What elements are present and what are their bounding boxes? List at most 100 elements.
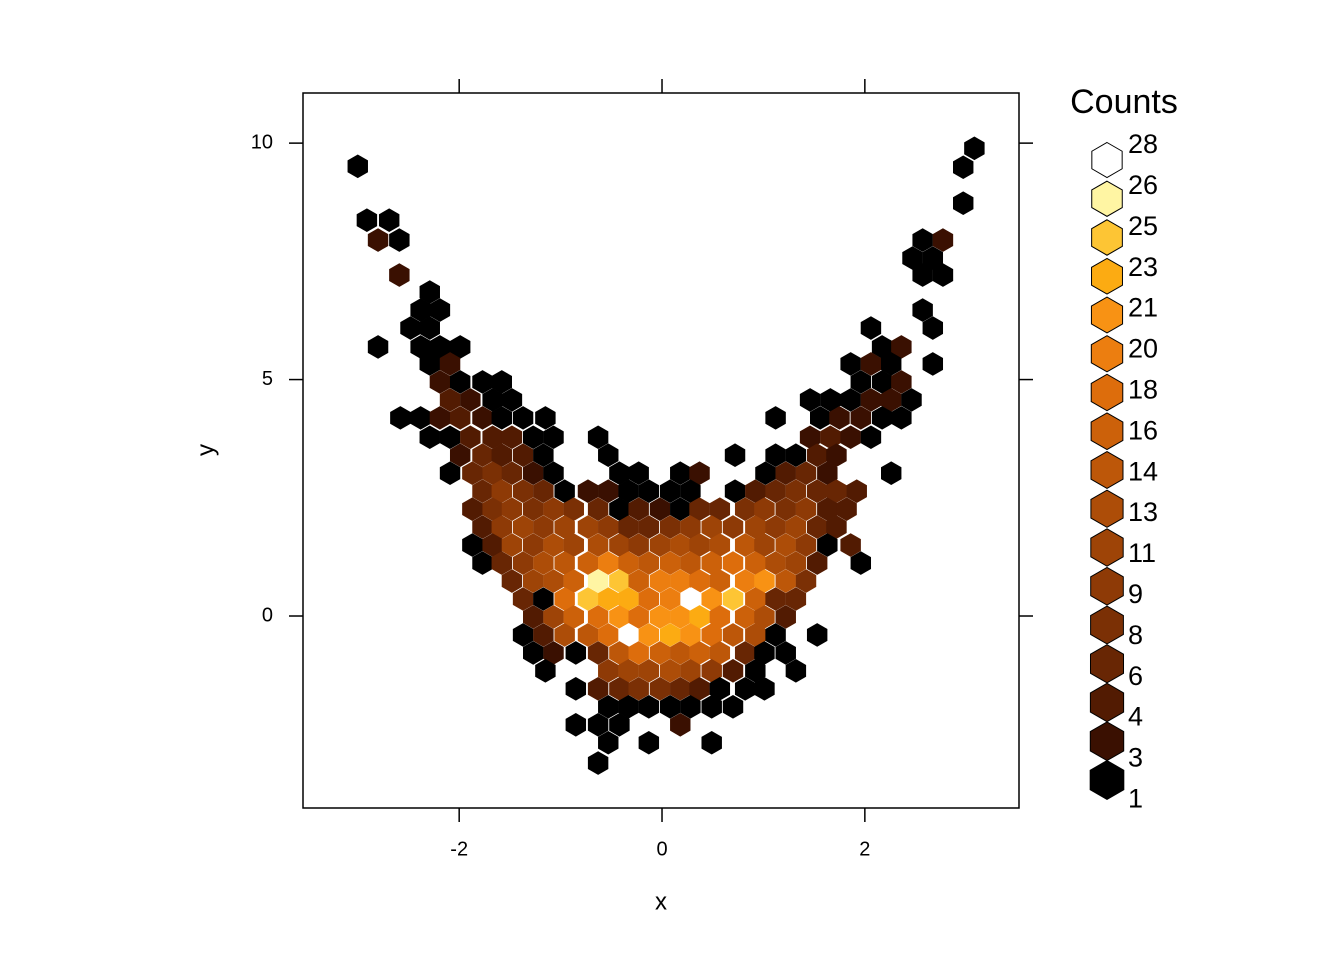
hex-cell [535, 406, 556, 430]
hex-cell [881, 388, 902, 412]
legend-label: 9 [1128, 579, 1143, 609]
hex-cell [533, 551, 554, 575]
hex-cell [681, 587, 702, 611]
x-tick-label: -2 [450, 838, 468, 860]
legend-hex [1091, 141, 1123, 179]
legend-label: 6 [1128, 661, 1143, 691]
hex-cell [795, 461, 817, 485]
hex-cell [501, 461, 523, 485]
hex-cell [785, 479, 807, 503]
hex-cell [449, 370, 471, 394]
hex-cell [765, 515, 786, 539]
legend-hex [1090, 489, 1124, 528]
hex-cell [512, 587, 534, 611]
hex-cell [901, 388, 922, 412]
hex-cell [543, 533, 564, 557]
hex-cell [491, 370, 512, 394]
legend-label: 1 [1128, 784, 1143, 814]
hex-cell [609, 641, 630, 665]
hex-cell [472, 515, 493, 539]
hex-cell [512, 406, 534, 430]
hex-cell [439, 425, 461, 450]
hex-cell [554, 587, 575, 611]
hex-cell [649, 641, 671, 665]
hex-cell [347, 154, 368, 179]
hex-cell [670, 533, 691, 557]
hex-cell [689, 641, 710, 665]
hex-cell [523, 533, 544, 557]
hex-cell [817, 497, 838, 521]
hex-cell [638, 623, 660, 647]
hex-cell [689, 497, 710, 521]
hex-cell [419, 316, 440, 340]
hex-cell [587, 712, 609, 737]
hex-cell [755, 461, 776, 485]
hex-cell [491, 443, 512, 468]
hex-cell [840, 388, 861, 412]
hex-cell [587, 641, 609, 665]
hex-cell [765, 406, 786, 430]
hex-cell [659, 551, 681, 575]
hex-cell [775, 569, 796, 593]
hex-cell [860, 352, 882, 376]
hex-cell [587, 425, 609, 450]
hex-cell [628, 569, 649, 593]
hex-cell [775, 533, 796, 557]
hex-cell [709, 533, 731, 557]
hex-cell [902, 246, 923, 270]
hex-cell [390, 406, 411, 430]
hex-cell [670, 605, 691, 629]
hex-cell [638, 479, 660, 503]
hex-cell [754, 677, 775, 701]
hex-cell [649, 677, 671, 701]
hex-cell [598, 659, 619, 683]
hex-cell [462, 497, 483, 521]
hex-cell [840, 425, 861, 450]
hex-cell [701, 515, 722, 539]
legend-hex [1089, 682, 1125, 723]
hex-cell [670, 569, 691, 593]
hex-cell [820, 425, 841, 450]
hex-cell [754, 497, 775, 521]
legend-label: 3 [1128, 743, 1143, 773]
hex-cell [609, 497, 630, 521]
hex-cell [501, 425, 523, 450]
hex-cell [680, 695, 701, 719]
hex-cell [659, 659, 681, 683]
hex-cell [850, 551, 872, 575]
hex-cell [795, 497, 817, 521]
hex-cell [922, 316, 944, 340]
legend-hex [1091, 180, 1123, 217]
hex-cell [722, 587, 744, 611]
hex-cell [609, 533, 630, 557]
hex-cell [826, 443, 847, 468]
hex-cell [609, 605, 630, 629]
hex-cell [618, 479, 639, 503]
legend-label: 14 [1128, 456, 1158, 486]
hex-cell [785, 659, 807, 683]
hex-cell [512, 443, 534, 468]
hex-cell [609, 461, 630, 485]
hex-cell [628, 605, 649, 629]
legend-label: 20 [1128, 334, 1158, 364]
hex-cell [806, 443, 828, 468]
hex-cell [618, 623, 639, 647]
hex-cell [891, 370, 912, 394]
legend-hex [1090, 605, 1124, 645]
hex-cell [460, 388, 481, 412]
hex-cell [543, 605, 564, 629]
legend-hex [1090, 528, 1124, 567]
hex-cell [817, 461, 838, 485]
hex-cell [836, 497, 857, 521]
hex-cell [587, 533, 609, 557]
legend-label: 13 [1128, 497, 1158, 527]
hex-cell [410, 335, 431, 359]
legend-label: 11 [1128, 538, 1156, 568]
hex-cell [628, 533, 649, 557]
hex-cell [785, 515, 807, 539]
hex-cell [689, 677, 710, 701]
hex-cell [850, 370, 872, 394]
hex-cell [482, 497, 503, 521]
hex-cell [659, 479, 681, 503]
hex-cell [785, 587, 807, 611]
